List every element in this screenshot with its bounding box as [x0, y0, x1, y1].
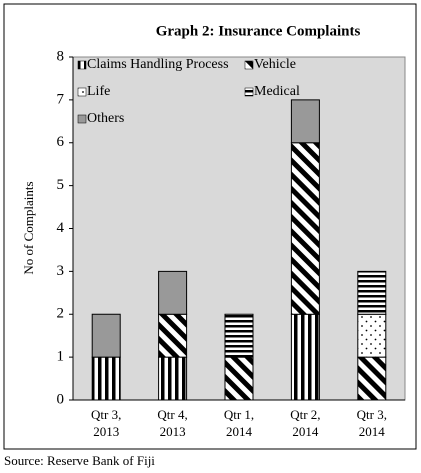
y-tick-label: 8	[57, 48, 65, 64]
y-axis-label: No of Complaints	[21, 181, 36, 274]
bar-segment	[158, 270, 188, 315]
legend-swatch	[77, 114, 87, 124]
x-tick-label: Qtr 4, 2013	[157, 407, 188, 439]
legend-label: Others	[87, 111, 124, 126]
bar-segment	[224, 356, 254, 401]
y-tick-label: 7	[57, 91, 65, 107]
y-tick-label: 1	[57, 349, 65, 365]
x-tick-label: Qtr 1, 2014	[223, 407, 255, 439]
bar-segment	[357, 356, 387, 401]
bar-segment	[91, 356, 121, 401]
legend-swatch	[244, 87, 254, 97]
legend-swatch	[244, 60, 254, 70]
bar-segment	[224, 313, 254, 358]
x-tick-label: Qtr 2, 2014	[290, 407, 321, 439]
legend-label: Medical	[254, 84, 300, 99]
y-tick-label: 6	[57, 134, 65, 150]
y-tick-label: 4	[57, 220, 65, 236]
legend-label: Life	[87, 84, 110, 99]
chart-title: Graph 2: Insurance Complaints	[156, 23, 361, 39]
bar-segment	[290, 99, 320, 144]
x-tick-label: Qtr 3, 2014	[356, 407, 387, 439]
source: Source: Reserve Bank of Fiji	[4, 453, 155, 468]
y-tick-label: 2	[57, 306, 65, 322]
bar-segment	[357, 270, 387, 315]
bar-segment	[290, 313, 320, 401]
legend-label: Claims Handling Process	[87, 57, 229, 72]
frame	[3, 3, 417, 450]
legend-label: Vehicle	[254, 57, 296, 72]
bar-segment	[290, 142, 320, 315]
y-tick-label: 3	[57, 263, 65, 279]
bar-segment	[158, 313, 188, 358]
y-tick-label: 5	[57, 177, 65, 193]
x-tick-label: Qtr 3, 2013	[91, 407, 122, 439]
bar-segment	[357, 313, 387, 358]
y-tick-label: 0	[57, 391, 65, 407]
bar-segment	[91, 313, 121, 358]
bar-segment	[158, 356, 188, 401]
legend-swatch	[77, 87, 87, 97]
legend-swatch	[77, 60, 87, 70]
